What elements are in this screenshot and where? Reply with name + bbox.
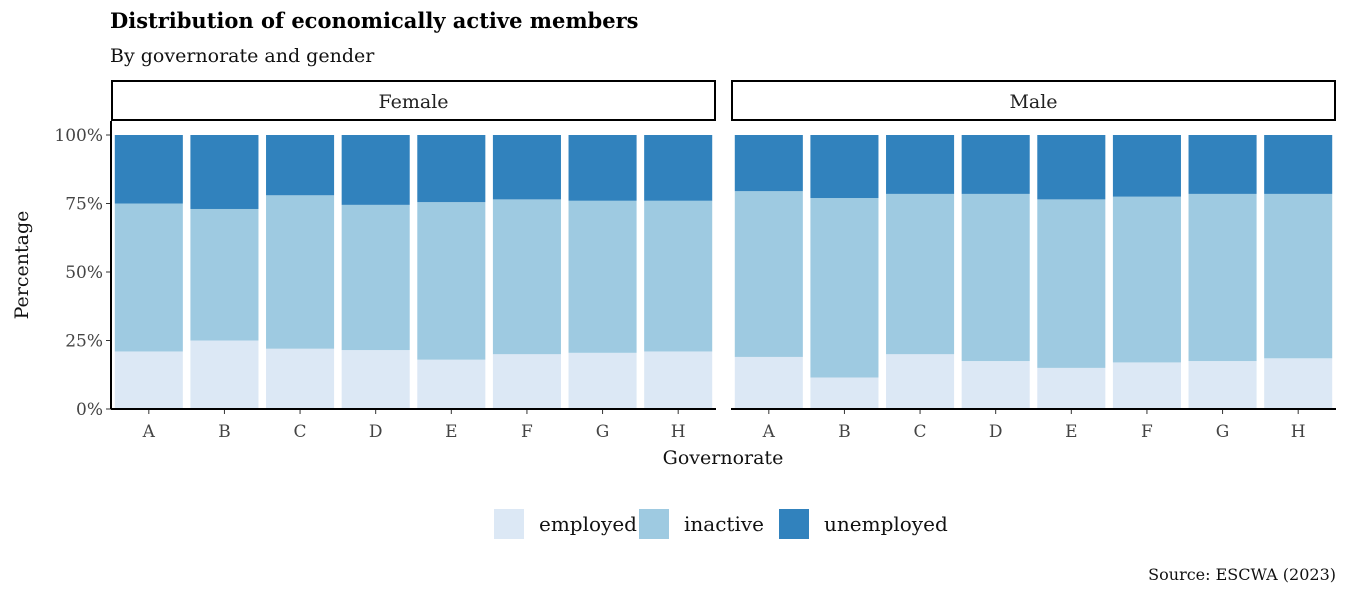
x-tick-label: G xyxy=(1216,422,1230,442)
legend-swatch-inactive xyxy=(639,509,669,539)
facet-panel-male: Male A B C D E F G H xyxy=(731,80,1336,442)
bar-segment-employed xyxy=(644,351,713,409)
bar-segment-employed xyxy=(886,354,955,409)
y-tick-label: 75% xyxy=(65,195,103,215)
bar-segment-unemployed xyxy=(961,135,1030,194)
bar-segment-inactive xyxy=(1188,193,1257,362)
facet-strip xyxy=(111,80,716,121)
bar-segment-inactive xyxy=(1037,199,1106,368)
bar-segment-inactive xyxy=(114,203,183,352)
x-tick-label: B xyxy=(838,422,851,442)
bar-segment-unemployed xyxy=(1037,135,1106,200)
bar-segment-inactive xyxy=(1112,196,1181,363)
bar-segment-unemployed xyxy=(568,135,637,201)
legend-swatch-employed xyxy=(494,509,524,539)
x-tick-label: E xyxy=(445,422,457,442)
facet-strip-label: Female xyxy=(378,91,448,113)
legend-label-employed: employed xyxy=(539,512,637,536)
x-tick-label: H xyxy=(671,422,686,442)
y-tick-label: 50% xyxy=(65,263,103,283)
bar-segment-unemployed xyxy=(886,135,955,194)
x-tick-label: D xyxy=(989,422,1003,442)
bar-segment-employed xyxy=(568,352,637,409)
bar-segment-employed xyxy=(190,340,259,409)
y-tick-label: 100% xyxy=(54,126,103,146)
bar-segment-inactive xyxy=(810,198,879,378)
bar-segment-unemployed xyxy=(492,135,561,200)
bar-segment-unemployed xyxy=(266,135,335,196)
bar-segment-unemployed xyxy=(644,135,713,201)
facet-panel-female: Female A B C D E F G H xyxy=(111,80,716,442)
x-tick-label: B xyxy=(218,422,231,442)
bar-segment-unemployed xyxy=(341,135,410,205)
bar-segment-employed xyxy=(1264,358,1333,409)
bar-segment-employed xyxy=(114,351,183,409)
bar-segment-unemployed xyxy=(417,135,486,203)
y-axis-title: Percentage xyxy=(11,211,33,320)
legend-label-unemployed: unemployed xyxy=(824,512,948,536)
bar-segment-unemployed xyxy=(1264,135,1333,194)
x-tick-label: C xyxy=(294,422,307,442)
bar-segment-inactive xyxy=(266,195,335,349)
legend-swatch-unemployed xyxy=(779,509,809,539)
bar-segment-employed xyxy=(1112,362,1181,409)
y-axis: 0% 25% 50% 75% 100% xyxy=(54,121,112,420)
bar-segment-unemployed xyxy=(190,135,259,209)
bar-segment-inactive xyxy=(341,204,410,351)
chart-caption: Source: ESCWA (2023) xyxy=(1148,565,1336,584)
x-tick-label: H xyxy=(1291,422,1306,442)
x-tick-label: E xyxy=(1065,422,1077,442)
x-axis-title: Governorate xyxy=(663,447,784,469)
x-tick-label: A xyxy=(762,422,776,442)
legend-label-inactive: inactive xyxy=(684,512,764,536)
bar-segment-inactive xyxy=(961,193,1030,362)
bar-segment-employed xyxy=(266,348,335,409)
chart-title: Distribution of economically active memb… xyxy=(110,8,639,33)
x-tick-label: G xyxy=(596,422,610,442)
bar-segment-unemployed xyxy=(810,135,879,199)
bar-segment-inactive xyxy=(734,191,803,357)
bar-segment-inactive xyxy=(492,199,561,355)
x-tick-label: F xyxy=(521,422,533,442)
x-tick-label: D xyxy=(369,422,383,442)
bar-segment-employed xyxy=(810,377,879,409)
bar-segment-employed xyxy=(417,359,486,409)
x-tick-label: A xyxy=(142,422,156,442)
y-tick-label: 25% xyxy=(65,332,103,352)
bar-segment-inactive xyxy=(190,208,259,341)
y-tick-label: 0% xyxy=(76,400,103,420)
bar-segment-employed xyxy=(734,356,803,409)
bar-segment-employed xyxy=(492,354,561,409)
facet-panels: 0% 25% 50% 75% 100% Female A B C D E F G H Male A B C D E F G… xyxy=(54,80,1336,442)
x-tick-label: F xyxy=(1141,422,1153,442)
bar-segment-inactive xyxy=(886,193,955,355)
bar-segment-unemployed xyxy=(1188,135,1257,194)
chart-subtitle: By governorate and gender xyxy=(110,45,375,67)
bar-segment-employed xyxy=(1188,361,1257,409)
bar-segment-employed xyxy=(961,361,1030,409)
bar-segment-inactive xyxy=(568,200,637,353)
bar-segment-inactive xyxy=(1264,193,1333,359)
bar-segment-inactive xyxy=(417,202,486,360)
bar-segment-unemployed xyxy=(1112,135,1181,197)
bar-segment-unemployed xyxy=(734,135,803,192)
facet-strip-label: Male xyxy=(1009,91,1057,113)
legend: employed inactive unemployed xyxy=(494,509,948,539)
bar-segment-employed xyxy=(341,350,410,409)
facet-strip xyxy=(731,80,1336,121)
bar-segment-employed xyxy=(1037,367,1106,409)
bar-segment-inactive xyxy=(644,200,713,352)
bar-segment-unemployed xyxy=(114,135,183,204)
x-tick-label: C xyxy=(914,422,927,442)
